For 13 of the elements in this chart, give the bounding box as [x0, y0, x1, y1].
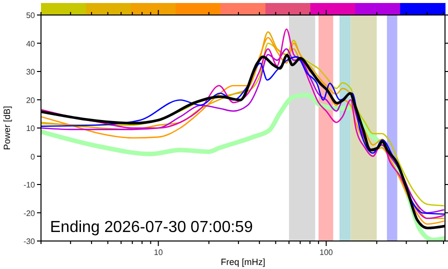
y-tick-label: 40 [26, 39, 36, 48]
y-tick-label: 0 [30, 152, 36, 162]
y-tick-label: -30 [23, 237, 36, 246]
x-tick-label: 100 [320, 248, 334, 257]
y-tick-label: 30 [26, 68, 36, 76]
y-tick-label: -20 [23, 208, 36, 218]
y-tick-label: 50 [26, 11, 36, 20]
y-tick-label: 20 [26, 96, 36, 105]
x-axis-title: Freq [mHz] [220, 257, 266, 267]
y-tick-label: 10 [26, 124, 36, 133]
y-tick-label: -10 [23, 180, 36, 190]
annotation: Ending 2026-07-30 07:00:59 [50, 219, 253, 236]
y-axis-title: Power [dB] [2, 106, 12, 150]
